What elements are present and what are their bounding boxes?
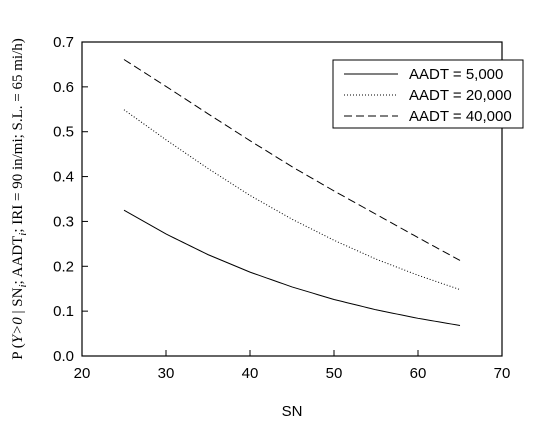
y-axis-title-part: Y>0 — [10, 317, 26, 343]
series-line-solid — [123, 209, 461, 326]
y-tick-label: 0.6 — [53, 79, 74, 96]
legend-label: AADT = 40,000 — [409, 108, 512, 125]
y-tick-label: 0.3 — [53, 213, 74, 230]
y-axis-title-part: P ( — [10, 343, 26, 360]
y-axis-title-part: ; IRI = 90 in/mi; S.L. = 65 mi/h) — [10, 38, 26, 232]
y-tick-label: 0.5 — [53, 124, 74, 141]
x-tick-label: 20 — [74, 365, 91, 382]
x-tick-label: 30 — [158, 365, 175, 382]
y-tick-label: 0.0 — [53, 348, 74, 365]
y-axis-title-part: ; AADT — [10, 236, 26, 285]
y-tick-label: 0.1 — [53, 303, 74, 320]
legend-label: AADT = 5,000 — [409, 66, 503, 83]
y-axis-title-subscript: i — [17, 284, 29, 287]
series-line-dashed — [123, 59, 461, 261]
x-tick-label: 60 — [410, 365, 427, 382]
x-axis-ticks: 20 30 40 50 60 70 — [74, 350, 511, 382]
x-tick-label: 50 — [326, 365, 343, 382]
x-tick-label: 40 — [242, 365, 259, 382]
x-axis-title: SN — [282, 403, 303, 420]
legend-box — [332, 59, 524, 129]
legend-label: AADT = 20,000 — [409, 87, 512, 104]
legend: AADT = 5,000 AADT = 20,000 AADT = 40,000 — [332, 59, 524, 129]
y-axis-title: P (Y>0 | SNi; AADTi; IRI = 90 in/mi; S.L… — [10, 38, 29, 359]
y-tick-label: 0.2 — [53, 258, 74, 275]
y-axis-ticks: 0.0 0.1 0.2 0.3 0.4 0.5 0.6 0.7 — [53, 34, 88, 365]
y-axis-title-part: | SN — [10, 287, 26, 317]
series-lines — [123, 59, 461, 326]
y-tick-label: 0.7 — [53, 34, 74, 51]
y-tick-label: 0.4 — [53, 169, 74, 186]
y-axis-title-subscript: i — [17, 233, 29, 236]
x-tick-label: 70 — [494, 365, 511, 382]
